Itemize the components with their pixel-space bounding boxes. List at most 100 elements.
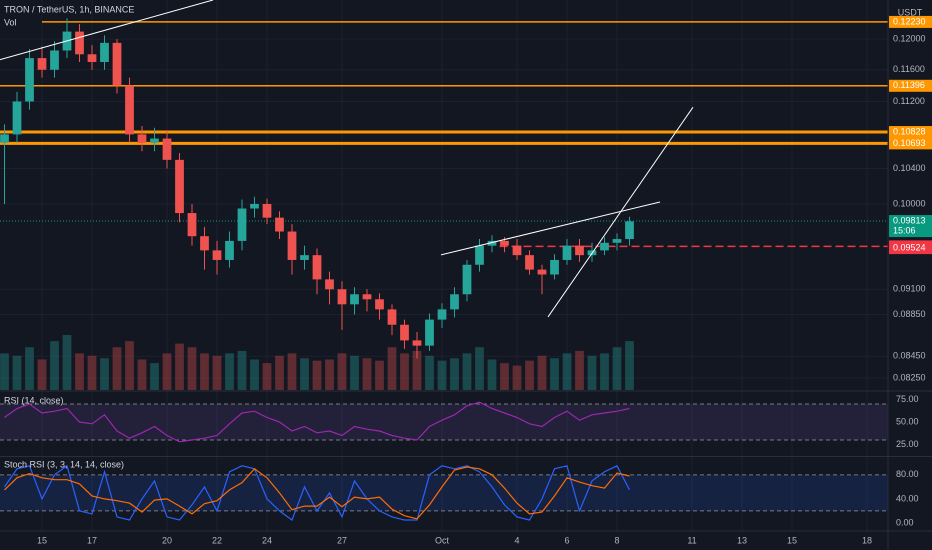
candle-body xyxy=(512,245,522,256)
candle-body xyxy=(200,236,209,251)
candle-body xyxy=(75,31,84,55)
level-label: 0.11396 xyxy=(893,80,925,90)
x-tick-label: Oct xyxy=(435,535,450,545)
volume-bar xyxy=(287,353,297,390)
volume-bar xyxy=(550,358,559,390)
volume-bar xyxy=(75,353,84,390)
candle-body xyxy=(362,294,372,300)
y-tick-label: 0.08450 xyxy=(893,351,926,361)
volume-bar xyxy=(162,353,172,390)
volume-bar xyxy=(400,353,409,390)
candle-body xyxy=(25,58,34,102)
candle-body xyxy=(462,264,472,295)
volume-bar xyxy=(600,353,609,390)
volume-bar xyxy=(350,355,359,390)
volume-bar xyxy=(425,355,434,390)
band xyxy=(0,474,888,511)
y-tick-label: 40.00 xyxy=(896,493,919,503)
volume-bar xyxy=(300,358,309,390)
candle-body xyxy=(12,101,22,135)
volume-bar xyxy=(475,347,484,390)
volume-bar xyxy=(150,363,159,390)
volume-label: Vol xyxy=(4,17,17,27)
volume-bar xyxy=(462,353,472,390)
trendline xyxy=(440,201,661,256)
currency: USDT xyxy=(898,7,923,17)
x-tick-label: 15 xyxy=(37,535,47,545)
volume-bar xyxy=(412,350,422,390)
candle-body xyxy=(162,138,172,160)
x-tick-label: 11 xyxy=(687,535,696,545)
candle-body xyxy=(425,319,434,346)
volume-bar xyxy=(250,359,259,390)
last-price-label: 0.09813 xyxy=(893,215,926,225)
candle-body xyxy=(37,58,47,70)
candle-body xyxy=(175,159,184,214)
volume-bar xyxy=(12,355,22,390)
candle-body xyxy=(525,255,534,270)
y-tick-label: 0.08850 xyxy=(893,309,926,319)
volume-bar xyxy=(212,355,222,390)
candle-body xyxy=(212,250,222,260)
volume-bar xyxy=(112,347,122,390)
x-tick-label: 4 xyxy=(514,535,519,545)
volume-bar xyxy=(25,347,34,390)
y-tick-label: 25.00 xyxy=(896,439,919,449)
x-tick-label: 17 xyxy=(87,535,97,545)
y-tick-label: 0.00 xyxy=(896,517,914,527)
volume-bar xyxy=(62,335,72,390)
level-label-bg xyxy=(889,15,932,28)
volume-bar xyxy=(525,360,534,390)
y-tick-label: 75.00 xyxy=(896,394,919,404)
candle-body xyxy=(275,217,284,232)
volume-bar xyxy=(37,359,47,390)
candle-body xyxy=(250,203,259,209)
y-tick-label: 0.10400 xyxy=(893,163,926,173)
candle-body xyxy=(150,138,159,143)
volume-bar xyxy=(625,341,634,390)
volume-bar xyxy=(125,341,134,390)
y-tick-label: 0.12000 xyxy=(893,33,926,43)
candle-body xyxy=(125,85,134,135)
y-tick-label: 0.09100 xyxy=(893,284,926,294)
x-tick-label: 6 xyxy=(564,535,569,545)
trendline xyxy=(547,106,694,318)
candle-body xyxy=(87,54,97,62)
y-tick-label: 0.10000 xyxy=(893,198,926,208)
candle-body xyxy=(550,259,559,275)
x-tick-label: 20 xyxy=(162,535,172,545)
bid-price-bg xyxy=(889,242,932,255)
stoch-label: Stoch RSI (3, 3, 14, 14, close) xyxy=(4,459,124,469)
volume-bar xyxy=(187,347,197,390)
volume-bar xyxy=(275,355,284,390)
x-tick-label: 8 xyxy=(614,535,619,545)
candle-body xyxy=(262,203,272,218)
volume-bar xyxy=(562,353,572,390)
level-label-bg xyxy=(889,137,932,150)
level-label: 0.12230 xyxy=(893,16,926,26)
candle-body xyxy=(312,255,322,280)
indicator-line xyxy=(4,401,630,443)
chart-title: TRON / TetherUS, 1h, BINANCE xyxy=(4,4,134,14)
candle-body xyxy=(387,309,397,325)
volume-bar xyxy=(262,363,272,390)
volume-bar xyxy=(200,353,209,390)
volume-bar xyxy=(487,359,497,390)
candle-body xyxy=(225,240,234,260)
volume-bar xyxy=(437,360,447,390)
candle-body xyxy=(137,134,147,143)
x-tick-label: 27 xyxy=(337,535,347,545)
candle-body xyxy=(537,269,547,275)
trendline xyxy=(0,0,214,61)
volume-bar xyxy=(50,341,59,390)
x-tick-label: 15 xyxy=(787,535,797,545)
volume-bar xyxy=(375,360,384,390)
volume-bar xyxy=(325,359,334,390)
volume-bar xyxy=(225,353,234,390)
volume-bar xyxy=(100,358,109,390)
level-label: 0.10828 xyxy=(893,126,926,136)
candle-body xyxy=(50,50,59,70)
candle-body xyxy=(475,245,484,265)
candle-body xyxy=(187,213,197,237)
